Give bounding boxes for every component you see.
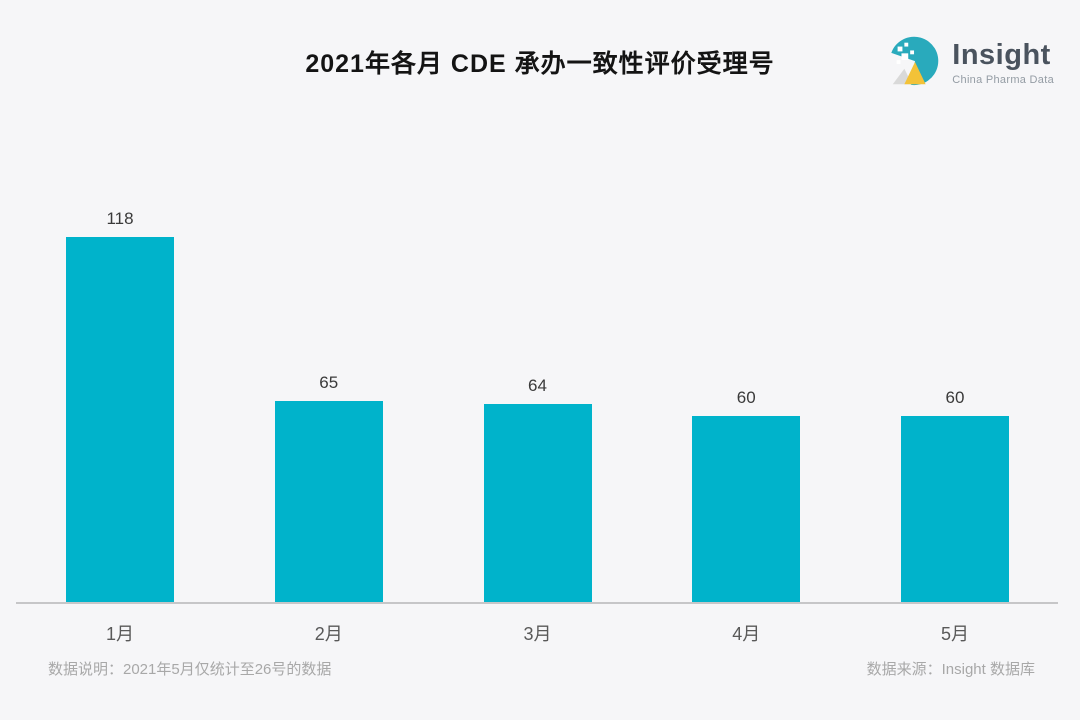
insight-logo: Insight China Pharma Data <box>886 34 1054 92</box>
chart-plot: 118 65 64 60 60 <box>16 140 1058 604</box>
chart-title: 2021年各月 CDE 承办一致性评价受理号 <box>305 50 775 78</box>
x-axis: 1月 2月 3月 4月 5月 <box>16 620 1058 644</box>
logo-text: Insight China Pharma Data <box>952 39 1054 86</box>
bar-value-label: 118 <box>106 209 134 228</box>
x-axis-label: 2月 <box>314 624 343 644</box>
bar-value-label: 60 <box>736 388 756 407</box>
bar <box>901 416 1009 602</box>
x-axis-label: 4月 <box>732 624 761 644</box>
logo-name: Insight <box>952 39 1051 71</box>
x-axis-label: 5月 <box>940 624 969 644</box>
logo-subtitle: China Pharma Data <box>952 73 1054 86</box>
insight-pie-logo-icon <box>891 36 939 86</box>
footnote-data-source: 数据来源：Insight 数据库 <box>866 661 1035 678</box>
bar-value-label: 64 <box>528 376 547 395</box>
bar <box>66 237 174 602</box>
bar <box>274 401 383 602</box>
bar-value-label: 60 <box>945 388 965 407</box>
bar-value-label: 65 <box>319 373 339 392</box>
x-axis-label: 3月 <box>523 624 552 644</box>
bar <box>692 416 801 602</box>
x-axis-label: 1月 <box>105 624 134 644</box>
footnote-data-note: 数据说明：2021年5月仅统计至26号的数据 <box>48 661 332 678</box>
bar <box>483 404 592 602</box>
